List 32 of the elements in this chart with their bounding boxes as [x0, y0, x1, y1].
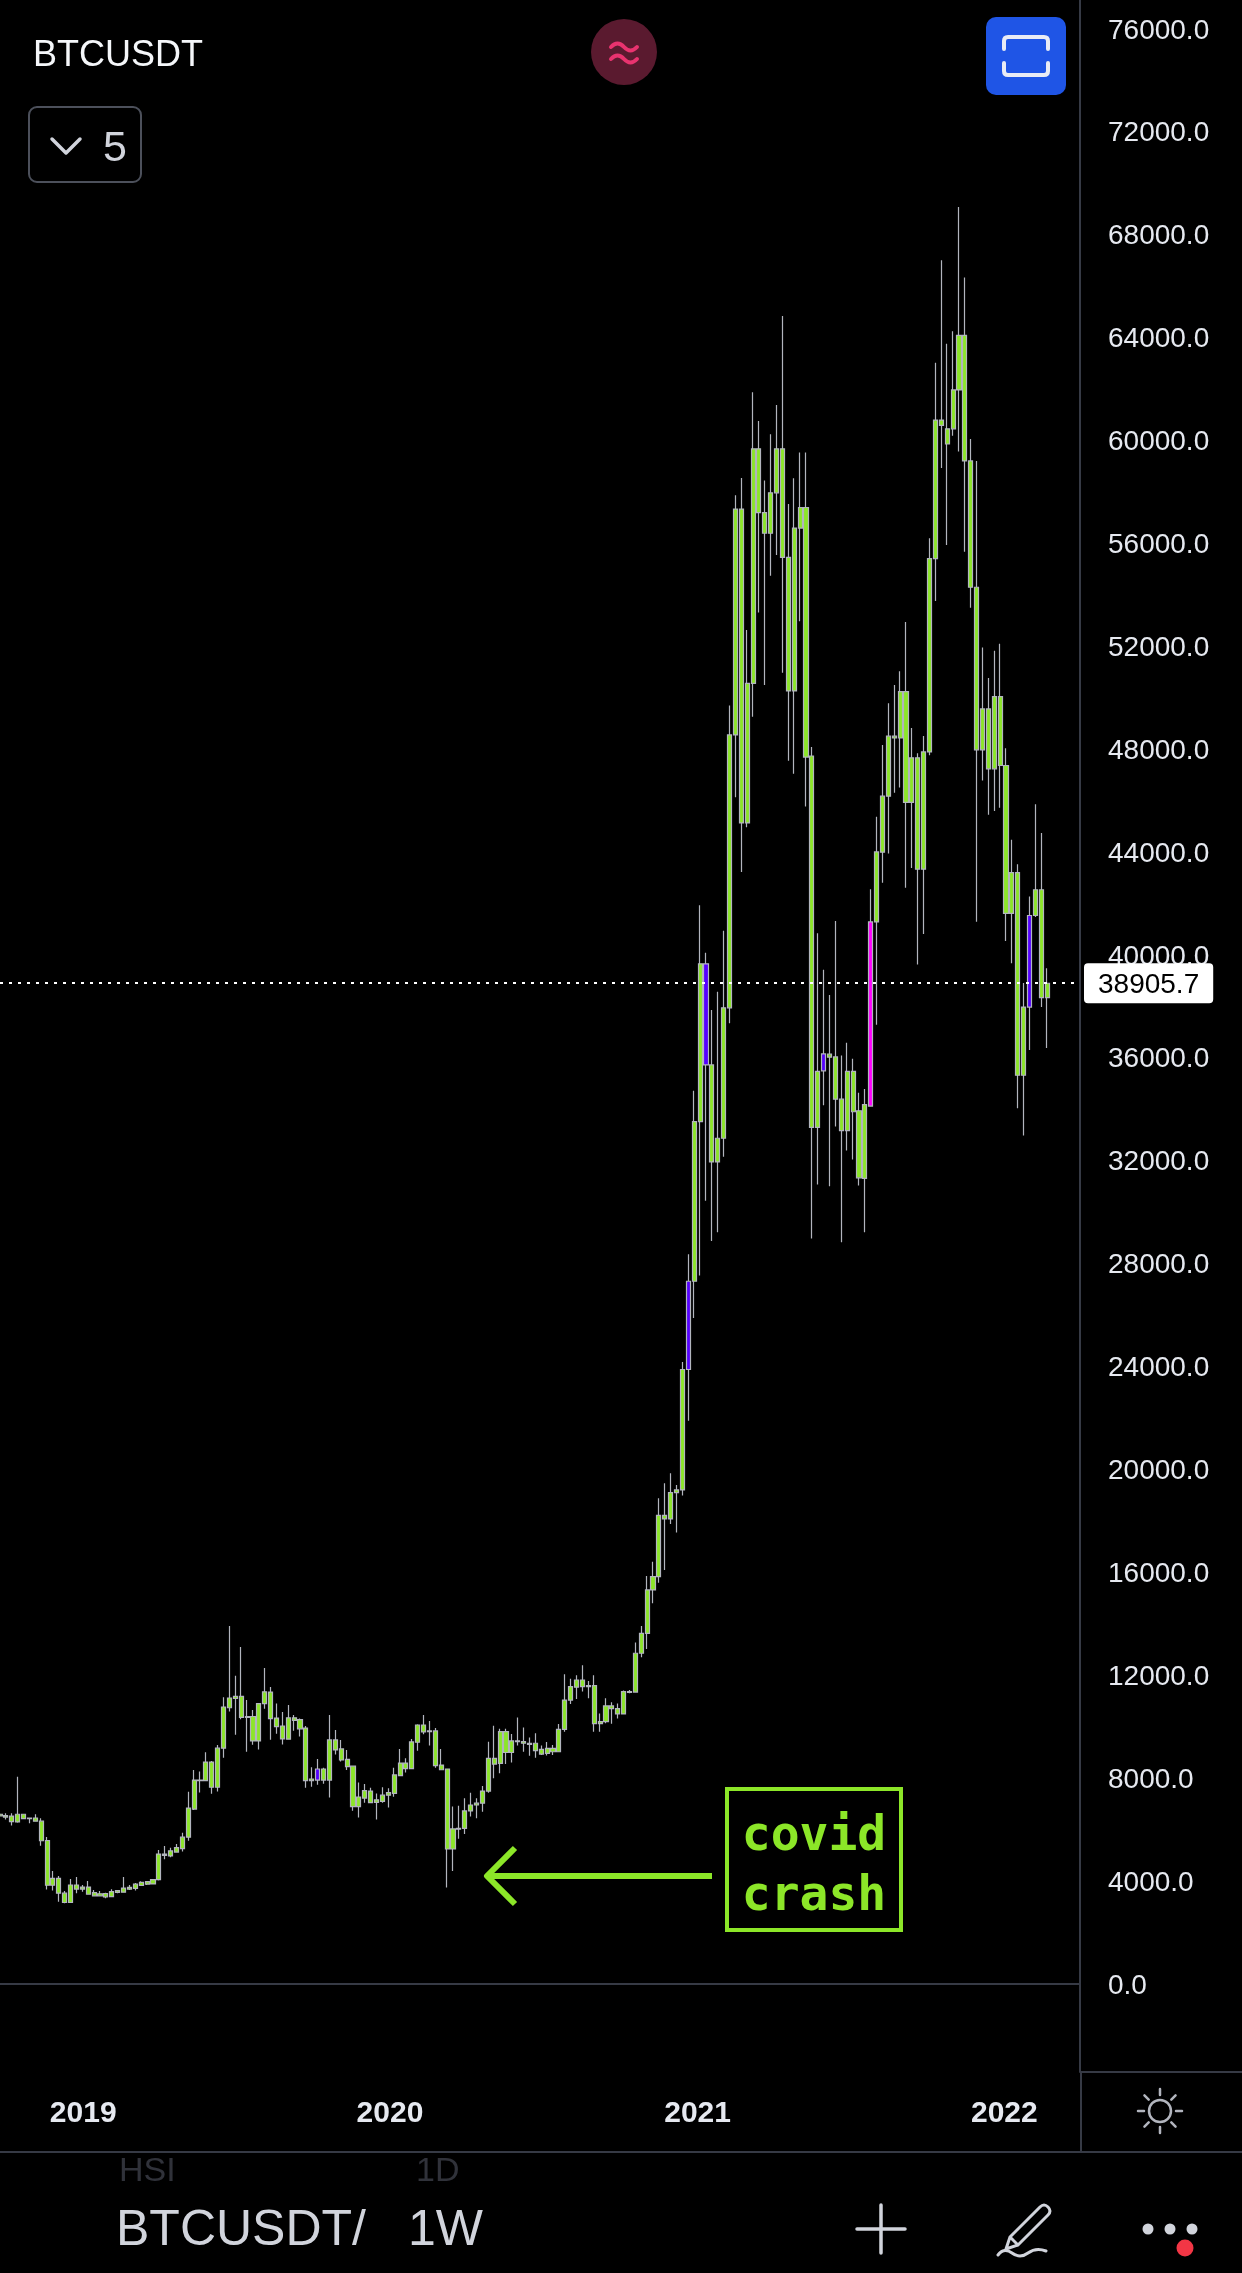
candlestick — [96, 1890, 104, 1897]
annotation: covid crash — [740, 1804, 888, 1923]
y-tick-label: 52000.0 — [1108, 630, 1210, 662]
x-tick-label: 2019 — [49, 2094, 117, 2128]
y-tick-label: 60000.0 — [1108, 425, 1210, 457]
y-tick-label: 56000.0 — [1108, 528, 1210, 560]
y-tick-label: 44000.0 — [1108, 836, 1210, 868]
text: 1W — [408, 2200, 483, 2256]
y-tick-label: 68000.0 — [1108, 219, 1210, 251]
y-tick-label: 24000.0 — [1108, 1351, 1210, 1383]
y-tick-label: 28000.0 — [1108, 1248, 1210, 1280]
candlestick — [902, 621, 910, 889]
x-tick-label: 2021 — [664, 2094, 731, 2128]
y-tick-label: 0.0 — [1108, 1968, 1147, 2000]
annotation: 5 — [103, 122, 127, 170]
y-tick-label: 16000.0 — [1108, 1556, 1210, 1588]
text: BTCUSDT — [33, 32, 204, 74]
y-tick-label: 36000.0 — [1108, 1042, 1210, 1074]
y-tick-label: 64000.0 — [1108, 322, 1210, 354]
y-tick-label: 72000.0 — [1108, 116, 1210, 148]
y-tick-label: 12000.0 — [1108, 1659, 1210, 1691]
x-tick-label: 2020 — [356, 2094, 424, 2128]
x-tick-label: 2022 — [970, 2094, 1038, 2128]
y-tick-label: 8000.0 — [1108, 1762, 1194, 1794]
text: BTCUSDT/ — [116, 2200, 366, 2256]
y-tick-label: 76000.0 — [1108, 13, 1210, 45]
text: 1D — [416, 2150, 460, 2188]
y-tick-label: 48000.0 — [1108, 733, 1210, 765]
y-tick-label: 20000.0 — [1108, 1454, 1210, 1486]
y-tick-label: 32000.0 — [1108, 1145, 1210, 1177]
text: HSI — [119, 2150, 176, 2188]
y-tick-label: 4000.0 — [1108, 1865, 1194, 1897]
